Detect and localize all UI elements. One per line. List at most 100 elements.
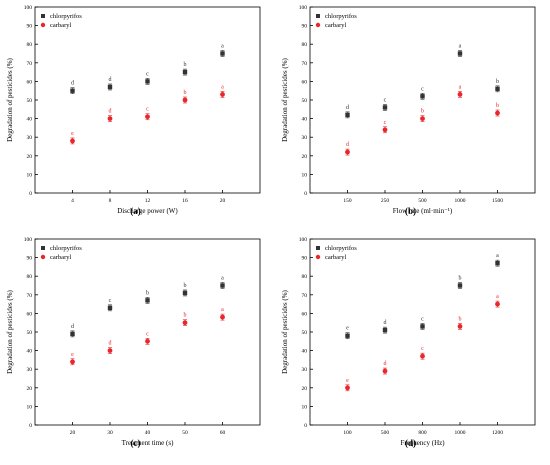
legend-marker	[315, 254, 321, 260]
carbaryl-point	[345, 385, 350, 391]
chlorpyrifos-point	[107, 305, 113, 311]
legend-marker	[40, 254, 46, 260]
y-tick-label: 10	[302, 172, 308, 178]
y-tick-label: 50	[27, 98, 33, 104]
x-tick-label: 1000	[455, 430, 466, 436]
legend-marker	[40, 22, 46, 28]
chlorpyrifos-point	[145, 79, 150, 84]
legend-marker	[315, 22, 321, 28]
significance-letter: e	[71, 352, 74, 358]
significance-letter: c	[421, 86, 424, 92]
carbaryl-point	[220, 92, 225, 97]
carbaryl-point	[420, 116, 425, 121]
significance-letter: b	[496, 79, 499, 85]
legend-label: carbaryl	[50, 22, 71, 29]
y-tick-label: 100	[24, 237, 33, 243]
x-tick-label: 20	[220, 198, 226, 204]
panel-label: (c)	[131, 438, 141, 448]
y-tick-label: 90	[302, 24, 308, 30]
significance-letter: c	[109, 298, 112, 304]
carbaryl-point	[107, 348, 113, 353]
y-tick-label: 20	[27, 154, 33, 160]
x-tick-label: 500	[381, 430, 390, 436]
y-tick-label: 80	[27, 274, 33, 280]
carbaryl-point	[457, 324, 463, 329]
significance-letter: e	[346, 378, 349, 384]
x-tick-label: 250	[381, 198, 390, 204]
chlorpyrifos-point	[182, 69, 188, 75]
chlorpyrifos-point	[107, 84, 113, 90]
y-tick-label: 40	[302, 117, 308, 123]
y-tick-label: 90	[27, 24, 33, 30]
carbaryl-point	[182, 320, 188, 326]
significance-letter: a	[221, 307, 224, 313]
y-tick-label: 90	[302, 256, 308, 262]
panel-label: (a)	[130, 206, 141, 216]
significance-letter: a	[221, 44, 224, 50]
chlorpyrifos-point	[457, 51, 463, 56]
x-tick-label: 1200	[492, 430, 503, 436]
plot-frame	[34, 6, 261, 194]
significance-letter: d	[346, 142, 349, 148]
y-tick-label: 0	[304, 191, 307, 197]
y-tick-label: 80	[27, 42, 33, 48]
significance-letter: c	[421, 316, 424, 322]
significance-letter: d	[71, 324, 74, 330]
significance-letter: a	[459, 84, 462, 90]
x-tick-label: 4	[71, 198, 74, 204]
carbaryl-point	[382, 127, 388, 133]
chlorpyrifos-point	[345, 333, 350, 338]
carbaryl-point	[70, 359, 75, 365]
legend-label: carbaryl	[325, 254, 346, 261]
x-tick-label: 1000	[455, 198, 466, 204]
x-axis-title: Flow rate (ml·min⁻¹)	[393, 207, 453, 215]
significance-letter: b	[184, 283, 187, 289]
y-tick-label: 100	[299, 5, 308, 11]
x-tick-label: 8	[109, 198, 112, 204]
x-tick-label: 100	[343, 430, 352, 436]
y-tick-label: 10	[302, 404, 308, 410]
y-tick-label: 50	[302, 330, 308, 336]
plot-frame	[309, 238, 536, 426]
significance-letter: d	[384, 320, 387, 326]
y-tick-label: 80	[302, 274, 308, 280]
legend-label: chlorpyrifos	[50, 13, 82, 20]
y-tick-label: 30	[302, 135, 308, 141]
panel-label: (d)	[405, 438, 416, 448]
significance-letter: d	[109, 109, 112, 115]
chlorpyrifos-point	[495, 86, 500, 92]
significance-letter: b	[146, 290, 149, 296]
chlorpyrifos-point	[220, 51, 225, 56]
significance-letter: a	[459, 44, 462, 50]
legend-marker	[41, 246, 45, 250]
significance-letter: a	[221, 84, 224, 90]
y-tick-label: 50	[302, 98, 308, 104]
legend-label: chlorpyrifos	[325, 245, 357, 252]
significance-letter: c	[146, 71, 149, 77]
legend-marker	[316, 246, 320, 250]
significance-letter: b	[459, 316, 462, 322]
carbaryl-point	[145, 114, 150, 120]
carbaryl-point	[145, 338, 150, 344]
x-tick-label: 800	[418, 430, 427, 436]
significance-letter: e	[346, 326, 349, 332]
carbaryl-point	[420, 353, 425, 359]
y-tick-label: 90	[27, 256, 33, 262]
y-axis-title: Degradation of pesticides (%)	[281, 57, 289, 141]
y-tick-label: 30	[27, 135, 33, 141]
plot-frame	[309, 6, 536, 194]
carbaryl-point	[382, 368, 388, 374]
chlorpyrifos-point	[420, 324, 425, 329]
chlorpyrifos-point	[457, 283, 463, 288]
y-tick-label: 70	[27, 293, 33, 299]
legend-label: carbaryl	[325, 22, 346, 29]
carbaryl-point	[345, 149, 350, 155]
chart-panel: 0 10 20 30 40 50 60 70 80 90 100 150 250 500 1000 1500 F…	[281, 5, 536, 216]
y-axis-title: Degradation of pesticides (%)	[6, 289, 14, 373]
y-tick-label: 40	[27, 117, 33, 123]
y-tick-label: 70	[302, 61, 308, 67]
carbaryl-point	[182, 97, 188, 103]
y-tick-label: 10	[27, 404, 33, 410]
y-tick-label: 10	[27, 172, 33, 178]
